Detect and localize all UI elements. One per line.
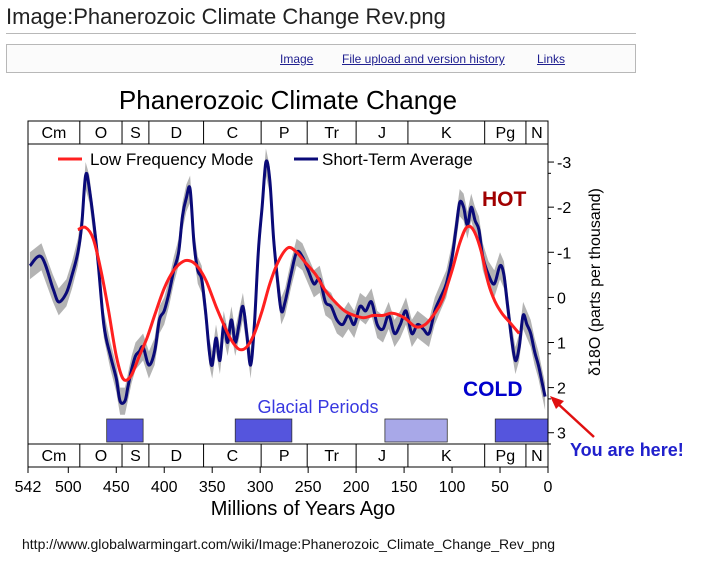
low-frequency-line (77, 224, 521, 382)
x-tick-label: 0 (544, 479, 553, 496)
y-tick-label: 3 (557, 426, 566, 443)
y-tick-label: 1 (557, 335, 566, 352)
you-are-here-arrow (555, 401, 595, 438)
x-axis-label: Millions of Years Ago (211, 498, 396, 520)
plot-frame (27, 120, 549, 468)
period-label-bottom: N (531, 448, 543, 465)
tab-file-history[interactable]: File upload and version history (342, 52, 505, 66)
x-tick-label: 400 (151, 479, 178, 496)
title-divider (6, 33, 636, 34)
period-label-top: O (95, 125, 107, 142)
period-label-bottom: K (441, 448, 452, 465)
hot-label: HOT (482, 188, 527, 211)
period-label-top: J (378, 125, 386, 142)
period-label-bottom: J (378, 448, 386, 465)
short-term-line (28, 159, 547, 405)
period-label-top: Tr (324, 125, 339, 142)
tab-image[interactable]: Image (280, 52, 314, 66)
period-label-bottom: C (227, 448, 239, 465)
x-tick-label: 350 (199, 479, 226, 496)
glacial-periods-label: Glacial Periods (257, 397, 378, 417)
period-label-bottom: Tr (324, 448, 339, 465)
period-label-top: P (279, 125, 290, 142)
period-label-top: Pg (496, 125, 516, 142)
period-label-bottom: D (170, 448, 182, 465)
glacial-bar-0 (106, 418, 144, 443)
legend-label-short-term: Short-Term Average (322, 150, 473, 169)
x-tick-label: 50 (491, 479, 509, 496)
you-are-here-label: You are here! (570, 440, 684, 460)
period-label-top: S (130, 125, 141, 142)
file-tabs: Image File upload and version history Li… (6, 44, 636, 73)
legend-label-low-frequency: Low Frequency Mode (90, 150, 253, 169)
y-tick-label: -1 (557, 245, 571, 262)
period-label-top: C (227, 125, 239, 142)
y-axis-label: δ18O (parts per thousand) (587, 188, 604, 376)
x-tick-label: 250 (295, 479, 322, 496)
cold-label: COLD (463, 378, 523, 401)
period-label-bottom: P (279, 448, 290, 465)
x-tick-label: 500 (55, 479, 82, 496)
period-label-bottom: S (130, 448, 141, 465)
x-tick-label: 450 (103, 479, 130, 496)
y-tick-label: -3 (557, 155, 571, 172)
x-tick-label: 300 (247, 479, 274, 496)
x-tick-label: 542 (15, 479, 42, 496)
tab-links[interactable]: Links (537, 52, 566, 66)
uncertainty-band (29, 148, 546, 415)
x-tick-label: 200 (343, 479, 370, 496)
period-label-bottom: O (95, 448, 107, 465)
climate-chart: Phanerozoic Climate Change Glacial Period… (15, 85, 684, 520)
source-url: http://www.globalwarmingart.com/wiki/Ima… (22, 536, 556, 552)
x-tick-label: 100 (439, 479, 466, 496)
glacial-bar-1 (234, 418, 293, 443)
y-tick-label: -2 (557, 200, 571, 217)
you-are-here-arrowhead (550, 396, 564, 409)
period-label-bottom: Pg (496, 448, 516, 465)
page-title: Image:Phanerozoic Climate Change Rev.png (6, 4, 446, 29)
period-label-bottom: Cm (41, 448, 66, 465)
period-label-top: D (170, 125, 182, 142)
period-label-top: Cm (41, 125, 66, 142)
period-label-top: K (441, 125, 452, 142)
chart-title: Phanerozoic Climate Change (119, 85, 457, 115)
y-tick-label: 2 (557, 381, 566, 398)
period-label-top: N (531, 125, 543, 142)
glacial-bar-2 (384, 418, 448, 443)
glacial-bar-3 (494, 418, 549, 443)
x-tick-label: 150 (391, 479, 418, 496)
y-tick-label: 0 (557, 290, 566, 307)
